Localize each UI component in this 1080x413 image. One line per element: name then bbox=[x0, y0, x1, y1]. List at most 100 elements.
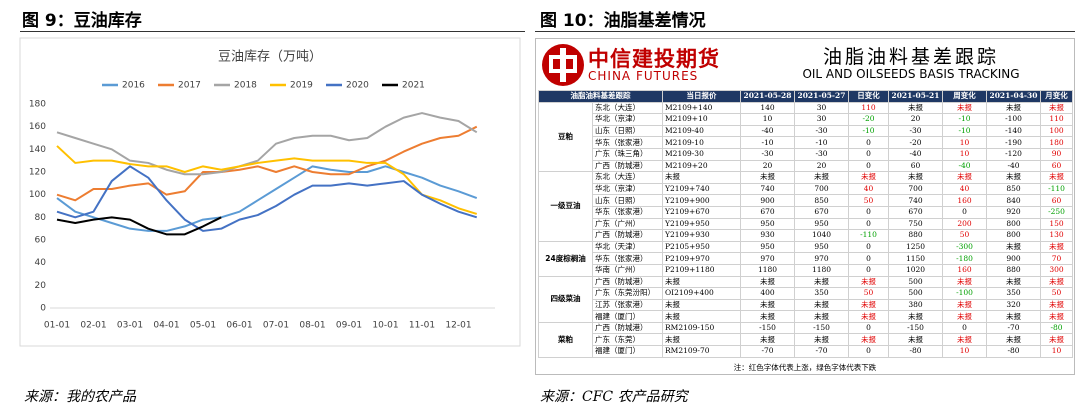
value-cell: 未报 bbox=[848, 275, 889, 289]
value-cell: M2109+10 bbox=[662, 113, 741, 126]
table-row: 四级菜油 广西（防城港） 未报 未报 未报 未报 500 未报 未报 未报 bbox=[538, 275, 1073, 323]
value-cell: 未报 bbox=[942, 171, 987, 184]
region-cell: 福建（厦门） bbox=[592, 345, 663, 358]
value-cell: 0 bbox=[848, 263, 889, 277]
title-rule bbox=[20, 31, 525, 32]
value-cell: 50 bbox=[848, 194, 889, 207]
value-cell: 未报 bbox=[794, 333, 849, 347]
x-tick-label: 12-01 bbox=[445, 321, 471, 331]
x-tick-label: 11-01 bbox=[409, 321, 435, 331]
value-cell: -190 bbox=[986, 136, 1041, 149]
logo-text: 中信建投期货 bbox=[588, 47, 720, 71]
value-cell: 800 bbox=[986, 217, 1041, 231]
x-tick-label: 02-01 bbox=[80, 321, 106, 331]
value-cell: 670 bbox=[740, 205, 795, 219]
value-cell: 180 bbox=[1040, 136, 1073, 149]
value-cell: -40 bbox=[888, 147, 943, 161]
value-cell: 未报 bbox=[942, 298, 987, 312]
group-cell: 豆粕 bbox=[538, 101, 593, 173]
value-cell: 950 bbox=[794, 217, 849, 231]
value-cell: 未报 bbox=[888, 171, 943, 184]
value-cell: 900 bbox=[740, 194, 795, 207]
value-cell: -140 bbox=[986, 124, 1041, 138]
figure-title: 图 10：油脂基差情况 bbox=[540, 11, 706, 31]
value-cell: -40 bbox=[942, 159, 987, 173]
value-cell: 未报 bbox=[848, 333, 889, 347]
value-cell: 未报 bbox=[740, 275, 795, 289]
table-row: 华北（京津） M2109+10 10 30 -20 20 -10 -100 110 bbox=[539, 113, 1073, 126]
value-cell: 未报 bbox=[740, 171, 795, 184]
x-tick-label: 04-01 bbox=[153, 321, 179, 331]
value-cell: 500 bbox=[888, 275, 943, 289]
logo-text-en: CHINA FUTURES bbox=[588, 69, 699, 83]
source: 来源：我的农产品 bbox=[24, 389, 136, 405]
region-cell: 广东（东莞汾阳） bbox=[592, 287, 663, 300]
legend-label: 2021 bbox=[402, 81, 425, 91]
table-row: 广东（珠三角） M2109-30 -30 -30 0 -40 10 -120 90 bbox=[539, 147, 1073, 161]
value-cell: 40 bbox=[848, 182, 889, 196]
value-cell: 70 bbox=[1040, 252, 1073, 265]
value-cell: -80 bbox=[1040, 321, 1073, 335]
y-tick-label: 40 bbox=[35, 258, 47, 268]
chart: 豆油库存（万吨） 0 20 40 60 80 100 120 140 160 180 01-01 02… bbox=[19, 37, 521, 347]
group-cell: 四级菜油 bbox=[538, 275, 593, 323]
value-cell: 920 bbox=[986, 205, 1041, 219]
value-cell: 未报 bbox=[662, 310, 741, 323]
value-cell: 880 bbox=[986, 263, 1041, 277]
legend-label: 2017 bbox=[178, 81, 201, 91]
header-cell: 周变化 bbox=[942, 90, 987, 103]
value-cell: 670 bbox=[888, 205, 943, 219]
x-tick-label: 10-01 bbox=[372, 321, 398, 331]
value-cell: 未报 bbox=[794, 275, 849, 289]
value-cell: 10 bbox=[740, 113, 795, 126]
value-cell: 300 bbox=[1040, 263, 1073, 277]
value-cell: 320 bbox=[986, 298, 1041, 312]
x-tick-label: 06-01 bbox=[226, 321, 252, 331]
value-cell: 10 bbox=[942, 345, 987, 358]
value-cell: Y2109+900 bbox=[662, 194, 741, 207]
value-cell: Y2109+670 bbox=[662, 205, 741, 219]
value-cell: -30 bbox=[740, 147, 795, 161]
value-cell: 1020 bbox=[888, 263, 943, 277]
legend-label: 2019 bbox=[290, 81, 313, 91]
value-cell: 740 bbox=[888, 194, 943, 207]
value-cell: 未报 bbox=[1040, 275, 1073, 289]
value-cell: 未报 bbox=[794, 310, 849, 323]
y-tick-label: 100 bbox=[29, 190, 46, 200]
value-cell: 1180 bbox=[740, 263, 795, 277]
value-cell: 0 bbox=[848, 217, 889, 231]
value-cell: 10 bbox=[942, 136, 987, 149]
basis-table-panel: 中信建投期货 CHINA FUTURES 油脂油料基差跟踪 OIL AND OI… bbox=[535, 38, 1075, 375]
value-cell: 200 bbox=[942, 217, 987, 231]
x-tick-label: 03-01 bbox=[117, 321, 143, 331]
value-cell: 未报 bbox=[1040, 298, 1073, 312]
region-cell: 广东（珠三角） bbox=[592, 147, 663, 161]
legend-label: 2016 bbox=[122, 81, 145, 91]
series-line bbox=[56, 165, 478, 232]
value-cell: 0 bbox=[848, 136, 889, 149]
value-cell: 未报 bbox=[1040, 333, 1073, 347]
value-cell: -30 bbox=[794, 124, 849, 138]
value-cell: 20 bbox=[740, 159, 795, 173]
value-cell: -80 bbox=[986, 345, 1041, 358]
value-cell: 900 bbox=[986, 252, 1041, 265]
value-cell: 未报 bbox=[794, 171, 849, 184]
value-cell: 350 bbox=[794, 287, 849, 300]
table-row: 华北（京津） Y2109+740 740 700 40 700 40 850 -110 bbox=[539, 182, 1073, 196]
value-cell: 740 bbox=[740, 182, 795, 196]
region-cell: 东北（大连） bbox=[592, 101, 663, 115]
value-cell: 670 bbox=[794, 205, 849, 219]
value-cell: 未报 bbox=[848, 298, 889, 312]
value-cell: -180 bbox=[942, 252, 987, 265]
value-cell: -120 bbox=[986, 147, 1041, 161]
value-cell: 未报 bbox=[986, 240, 1041, 254]
value-cell: 1250 bbox=[888, 240, 943, 254]
header-cell: 2021-05-28 bbox=[740, 90, 795, 103]
table-row: 江苏（张家港） 未报 未报 未报 未报 380 未报 320 未报 bbox=[539, 298, 1073, 312]
table-row: 华东（张家港） Y2109+670 670 670 0 670 0 920 -250 bbox=[539, 205, 1073, 219]
value-cell: 110 bbox=[848, 101, 889, 115]
value-cell: -70 bbox=[986, 321, 1041, 335]
value-cell: 60 bbox=[888, 159, 943, 173]
value-cell: 未报 bbox=[942, 275, 987, 289]
value-cell: 未报 bbox=[986, 333, 1041, 347]
